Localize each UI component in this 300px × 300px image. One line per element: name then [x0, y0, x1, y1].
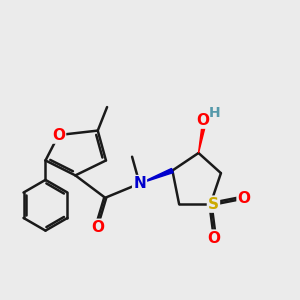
Polygon shape [140, 168, 173, 184]
Text: O: O [91, 220, 104, 235]
Text: O: O [52, 128, 65, 142]
Text: S: S [208, 196, 219, 211]
Text: O: O [238, 191, 250, 206]
Text: H: H [209, 106, 220, 120]
Text: O: O [208, 231, 221, 246]
Text: O: O [196, 112, 209, 128]
Polygon shape [199, 123, 206, 153]
Text: N: N [133, 176, 146, 191]
